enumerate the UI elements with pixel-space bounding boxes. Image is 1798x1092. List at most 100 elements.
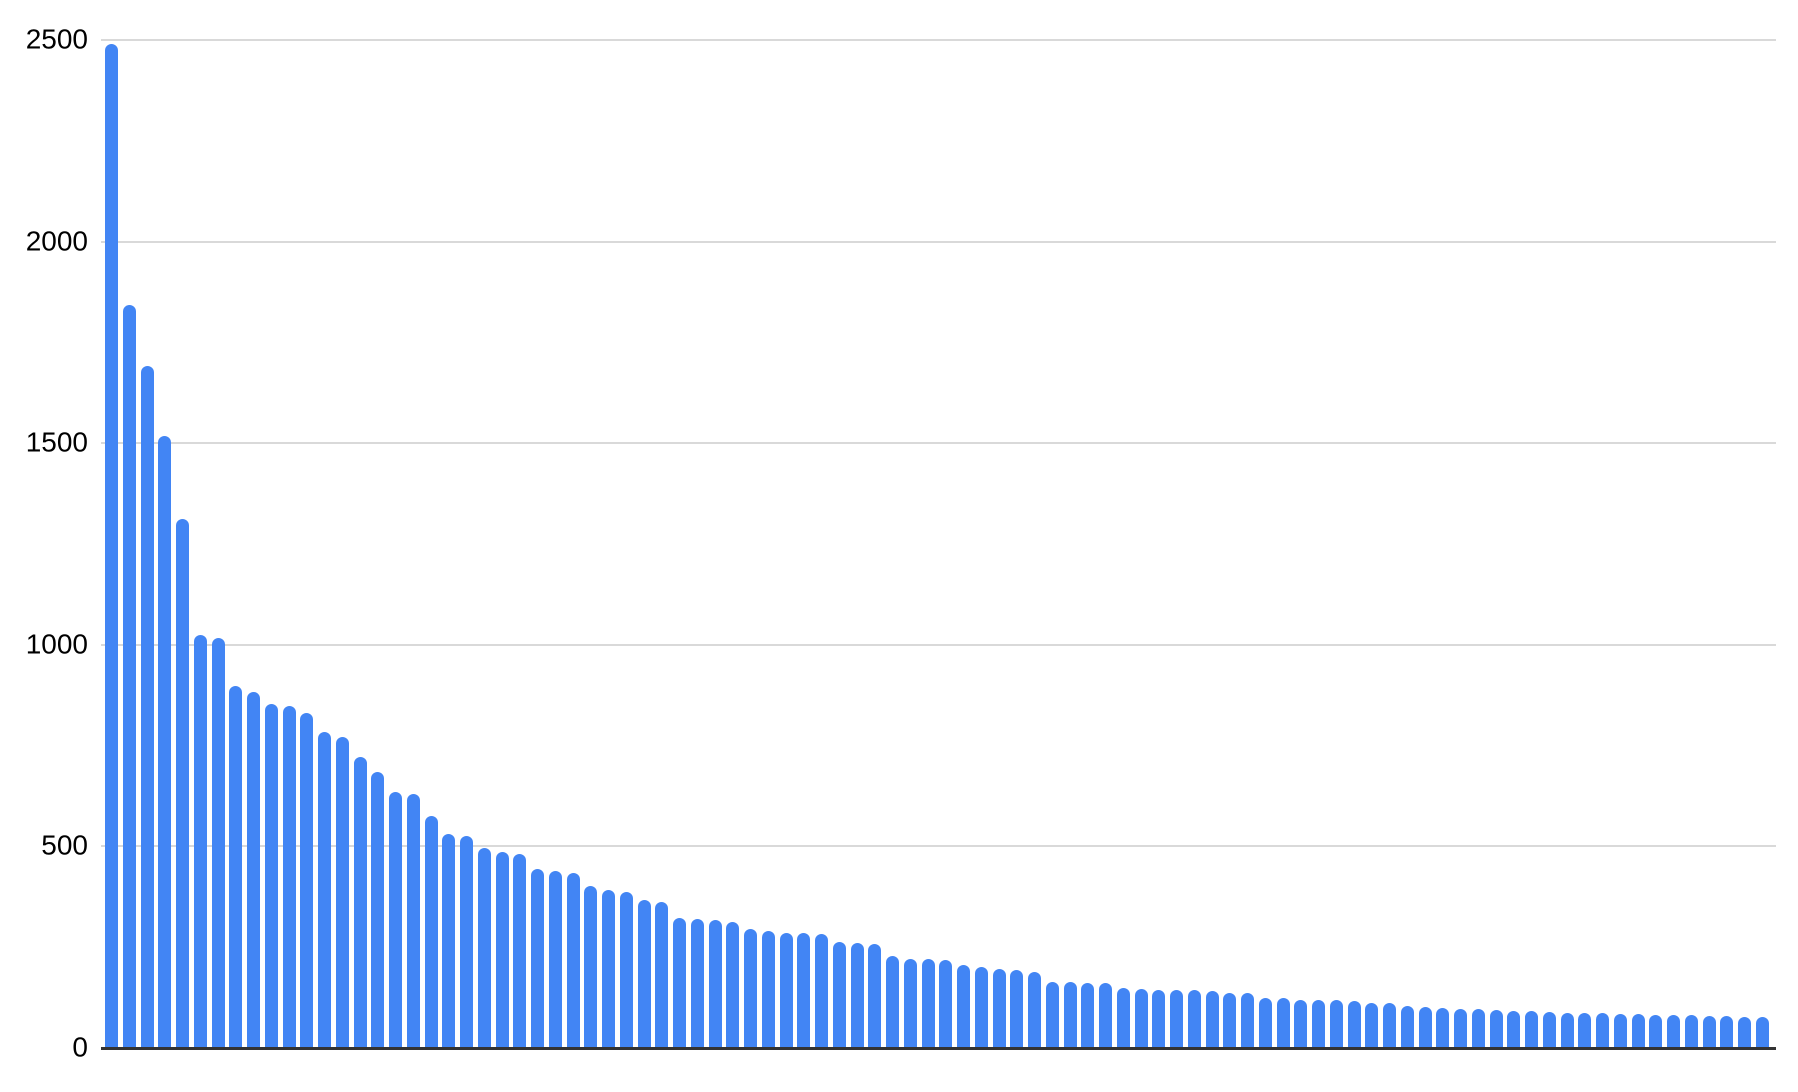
- bar: [140, 365, 154, 1048]
- bar: [1365, 1002, 1379, 1048]
- bar: [1134, 989, 1148, 1048]
- bar: [1383, 1002, 1397, 1048]
- bar: [513, 854, 527, 1048]
- bar: [1241, 993, 1255, 1048]
- bar: [1525, 1011, 1539, 1048]
- bar: [1258, 998, 1272, 1048]
- bar: [1418, 1007, 1432, 1048]
- bar: [708, 920, 722, 1048]
- bar: [1294, 1000, 1308, 1048]
- bar: [1471, 1009, 1485, 1048]
- bar: [690, 919, 704, 1048]
- bar: [726, 921, 740, 1048]
- bar: [868, 943, 882, 1048]
- bar: [229, 685, 243, 1048]
- bar: [1507, 1010, 1521, 1048]
- gridline-2500: [101, 39, 1776, 41]
- bar: [176, 519, 190, 1048]
- bar: [1436, 1008, 1450, 1048]
- bar: [655, 902, 669, 1048]
- gridline-2000: [101, 240, 1776, 243]
- bar: [584, 886, 598, 1048]
- bar: [1489, 1010, 1503, 1048]
- bar: [1099, 982, 1113, 1048]
- x-axis-line: [101, 1047, 1776, 1050]
- bar: [1063, 982, 1077, 1048]
- gridline-1500: [101, 442, 1776, 445]
- bar: [1329, 1000, 1343, 1048]
- bar: [318, 731, 332, 1048]
- bar: [1684, 1015, 1698, 1048]
- bar: [211, 637, 225, 1048]
- bar: [122, 304, 136, 1048]
- bar: [371, 772, 385, 1048]
- bar: [247, 691, 261, 1048]
- bar: [673, 917, 687, 1048]
- gridline-1000: [101, 643, 1776, 646]
- bar: [992, 968, 1006, 1048]
- bar: [1560, 1012, 1574, 1048]
- bar: [1081, 982, 1095, 1048]
- bar: [957, 964, 971, 1048]
- bar: [779, 932, 793, 1048]
- bar: [1720, 1016, 1734, 1048]
- bar: [158, 436, 172, 1048]
- bar: [637, 899, 651, 1048]
- bar: [761, 931, 775, 1048]
- bar: [1187, 990, 1201, 1048]
- bar: [460, 836, 474, 1048]
- bar: [1702, 1015, 1716, 1048]
- bar: [974, 966, 988, 1048]
- bar: [1649, 1014, 1663, 1048]
- bar: [886, 955, 900, 1048]
- bar: [1667, 1014, 1681, 1048]
- bar: [1578, 1012, 1592, 1048]
- bar: [424, 816, 438, 1048]
- bar: [1631, 1014, 1645, 1048]
- bar: [1596, 1013, 1610, 1048]
- y-tick-label-1000: 1000: [25, 628, 88, 660]
- bar: [1400, 1006, 1414, 1048]
- bar: [903, 958, 917, 1048]
- bar: [406, 793, 420, 1048]
- bar: [1116, 987, 1130, 1048]
- bar: [300, 712, 314, 1048]
- bar: [105, 44, 119, 1048]
- bar: [1738, 1016, 1752, 1048]
- bar: [389, 792, 403, 1048]
- bar: [744, 929, 758, 1048]
- bar: [477, 848, 491, 1048]
- y-tick-label-1500: 1500: [25, 426, 88, 458]
- bar: [815, 933, 829, 1048]
- bar: [1028, 971, 1042, 1048]
- bar: [282, 706, 296, 1048]
- y-tick-label-500: 500: [41, 829, 88, 861]
- bar: [1347, 1000, 1361, 1048]
- plot-area: [101, 0, 1776, 1092]
- y-tick-label-0: 0: [72, 1031, 88, 1063]
- bar: [1045, 981, 1059, 1048]
- bar: [1276, 998, 1290, 1048]
- bar: [939, 959, 953, 1048]
- bar: [193, 634, 207, 1048]
- bar: [602, 890, 616, 1048]
- bar: [797, 933, 811, 1048]
- bar: [1223, 993, 1237, 1048]
- bar: [1010, 969, 1024, 1048]
- bar: [1170, 989, 1184, 1048]
- bar: [832, 941, 846, 1048]
- bar: [335, 737, 349, 1048]
- bar: [566, 872, 580, 1048]
- bar: [1152, 989, 1166, 1048]
- bar: [1613, 1013, 1627, 1048]
- bar: [531, 869, 545, 1048]
- bar: [442, 834, 456, 1048]
- gridline-500: [101, 845, 1776, 848]
- bar: [495, 851, 509, 1048]
- bar: [1205, 991, 1219, 1048]
- bar: [850, 943, 864, 1048]
- y-tick-label-2000: 2000: [25, 224, 88, 256]
- bar: [548, 870, 562, 1048]
- bar: [1454, 1008, 1468, 1048]
